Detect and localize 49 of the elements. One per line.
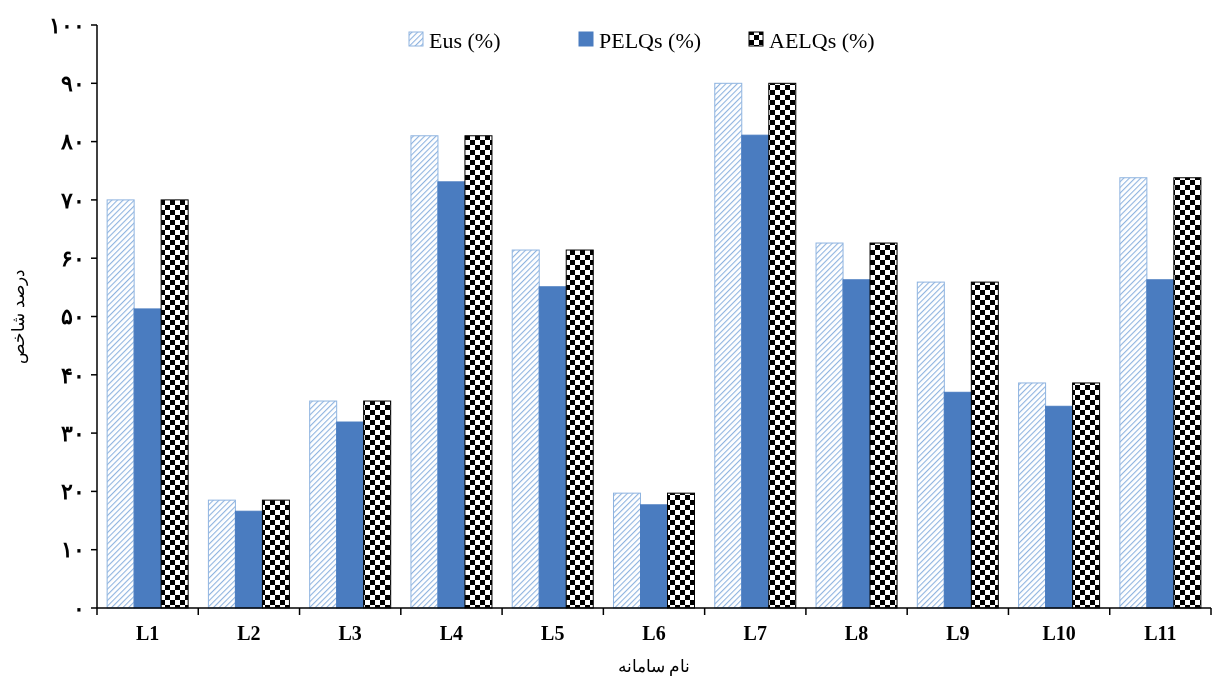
x-tick-label: L6 <box>642 622 666 644</box>
bar <box>943 391 972 609</box>
bar <box>234 510 263 609</box>
y-tick-label: ۱۰۰ <box>49 12 85 38</box>
y-tick-label: ۶۰ <box>61 245 85 271</box>
bar <box>410 135 439 609</box>
bar <box>1018 382 1047 609</box>
bar <box>1119 177 1148 609</box>
x-tick-label: L9 <box>946 622 970 644</box>
y-tick-label: ۵۰ <box>61 304 85 330</box>
bar <box>916 281 945 609</box>
bar <box>612 492 641 609</box>
bar <box>133 308 162 609</box>
x-tick-label: L1 <box>135 622 160 644</box>
legend-label: AELQs (%) <box>769 27 875 53</box>
bar <box>207 499 236 609</box>
bar <box>815 242 844 609</box>
bar <box>336 421 365 609</box>
bar <box>714 82 743 609</box>
y-tick-label: ۳۰ <box>61 420 85 446</box>
bar <box>1045 405 1074 609</box>
x-tick-label: L5 <box>541 622 565 644</box>
y-tick-label: ۰ <box>73 595 85 621</box>
bar <box>309 400 338 609</box>
x-tick-label: L4 <box>439 622 464 644</box>
bar <box>1146 279 1175 609</box>
y-tick-label: ۴۰ <box>61 362 85 388</box>
bar <box>842 279 871 609</box>
y-axis-title: درصد شاخص <box>9 269 29 364</box>
bar <box>640 504 668 609</box>
x-tick-label: L11 <box>1144 622 1177 644</box>
x-tick-label: L2 <box>237 622 261 644</box>
x-tick-label: L10 <box>1042 622 1076 644</box>
bar <box>437 181 466 609</box>
legend-label: Eus (%) <box>429 27 501 53</box>
y-tick-label: ۱۰ <box>61 537 85 563</box>
bar <box>106 199 135 609</box>
y-tick-label: ۹۰ <box>61 71 85 96</box>
legend-label: PELQs (%) <box>599 27 702 53</box>
bar <box>538 286 567 609</box>
y-tick-label: ۷۰ <box>60 187 85 213</box>
x-tick-label: L3 <box>338 622 362 644</box>
y-tick-label: ۸۰ <box>60 129 85 155</box>
x-tick-label: L8 <box>844 622 869 644</box>
bar <box>511 249 540 609</box>
y-tick-label: ۲۰ <box>61 479 85 505</box>
x-axis-title: نام سامانه <box>617 657 691 677</box>
x-tick-label: L7 <box>743 622 767 644</box>
bar <box>741 134 770 609</box>
